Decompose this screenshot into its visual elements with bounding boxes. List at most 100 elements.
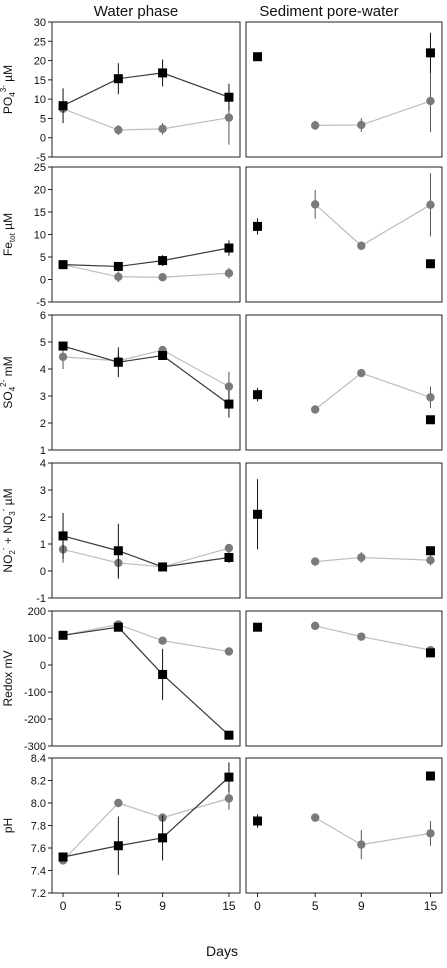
- y-tick-label: 10: [34, 230, 46, 242]
- y-label-superscript: 3-: [0, 85, 8, 92]
- data-point-circle: [224, 794, 234, 803]
- panel-water-phase: [48, 314, 241, 451]
- y-tick-label: 10: [34, 94, 46, 106]
- y-tick-label: 7.8: [31, 821, 46, 833]
- data-point-circle: [357, 241, 366, 250]
- data-point-circle: [310, 621, 320, 631]
- y-tick-label: 8.4: [31, 753, 46, 765]
- data-point-circle: [158, 636, 167, 645]
- panel-frame: [245, 462, 443, 599]
- x-axis-label: Days: [206, 943, 238, 959]
- data-point-square: [58, 260, 68, 270]
- series-line-circle: [62, 797, 230, 861]
- y-axis-label: Fetot µM: [1, 213, 17, 256]
- column-title-sediment-pore-water: Sediment pore-water: [259, 3, 398, 20]
- y-label-tail: + NO: [1, 516, 15, 548]
- data-point-circle: [224, 647, 234, 656]
- data-point-circle: [426, 556, 435, 565]
- y-tick-label: 20: [34, 185, 46, 197]
- column-title-water-phase: Water phase: [94, 3, 179, 20]
- y-tick-label: 1: [40, 539, 46, 551]
- y-tick-label: 1: [40, 445, 46, 457]
- series-line-circle: [62, 264, 229, 278]
- data-point-square: [58, 630, 68, 640]
- y-tick-label: -200: [24, 714, 46, 726]
- panel-sediment-pore-water: [245, 314, 443, 451]
- data-point-square: [253, 221, 263, 231]
- y-label-tail: µM: [1, 65, 15, 85]
- y-tick-label: 5: [40, 252, 46, 264]
- y-tick-label: 0: [40, 275, 46, 287]
- data-point-square: [113, 357, 123, 367]
- panel-water-phase: [48, 610, 241, 747]
- y-label-base: Redox mV: [1, 650, 15, 706]
- y-axis-label: SO42- mM: [0, 356, 17, 408]
- data-point-circle: [58, 352, 68, 362]
- y-tick-label: 2: [40, 418, 46, 430]
- series-line-circle: [314, 817, 431, 846]
- y-label-subscript-2: 3: [8, 511, 17, 516]
- data-point-square: [253, 390, 263, 400]
- panel-frame: [51, 314, 241, 451]
- data-point-square: [158, 68, 168, 78]
- y-tick-label: 7.4: [31, 866, 46, 878]
- y-tick-label: 7.6: [31, 843, 46, 855]
- panel-frame: [51, 21, 241, 158]
- series-line-square: [63, 247, 230, 268]
- data-point-circle: [310, 200, 320, 209]
- data-point-square: [425, 771, 435, 781]
- x-tick-label: 5: [312, 899, 319, 913]
- panel-water-phase: [48, 21, 241, 158]
- data-point-circle: [158, 124, 167, 134]
- data-point-circle: [357, 553, 366, 562]
- y-label-tail: µM: [1, 213, 15, 233]
- panel-frame: [51, 166, 241, 303]
- y-label-tail: mM: [1, 356, 15, 379]
- data-point-square: [113, 546, 123, 556]
- y-label-subscript: 4: [8, 386, 17, 391]
- data-point-square: [158, 351, 168, 360]
- y-tick-label: 20: [34, 56, 46, 68]
- data-point-square: [158, 256, 168, 266]
- series-line-circle: [315, 625, 431, 651]
- y-axis-label: pH: [1, 818, 15, 833]
- data-point-circle: [224, 113, 234, 122]
- data-point-square: [158, 562, 168, 572]
- x-tick-label: 15: [222, 899, 236, 913]
- x-tick-label: 15: [424, 899, 438, 913]
- y-label-subscript: tot: [8, 232, 17, 242]
- y-tick-label: 25: [34, 36, 46, 48]
- series-line-circle: [315, 100, 431, 126]
- data-point-circle: [426, 829, 435, 838]
- data-point-circle: [114, 125, 123, 135]
- data-point-square: [425, 48, 435, 58]
- series-line-circle: [315, 556, 431, 563]
- y-tick-label: -5: [36, 297, 46, 309]
- data-point-circle: [224, 269, 234, 278]
- data-point-circle: [357, 368, 366, 378]
- data-point-square: [224, 730, 234, 740]
- y-tick-label: -100: [24, 687, 46, 699]
- data-point-square: [224, 553, 234, 562]
- data-point-square: [58, 101, 68, 111]
- data-point-square: [253, 816, 263, 826]
- series-line-circle: [314, 372, 431, 410]
- y-label-subscript: 2: [8, 550, 17, 555]
- y-label-base: SO: [1, 391, 15, 408]
- panel-frame: [245, 757, 443, 894]
- data-point-circle: [224, 543, 234, 553]
- panel-frame: [51, 757, 241, 894]
- y-label-base: pH: [1, 818, 15, 833]
- series-line-circle: [62, 623, 230, 653]
- y-tick-label: 15: [34, 75, 46, 87]
- y-tick-label: 0: [40, 133, 46, 145]
- panel-water-phase: [48, 166, 241, 303]
- series-line-circle: [314, 203, 431, 247]
- data-point-square: [158, 833, 168, 843]
- data-point-circle: [114, 798, 123, 808]
- data-point-square: [113, 622, 123, 632]
- y-tick-label: 4: [40, 458, 46, 470]
- panel-frame: [245, 314, 443, 451]
- y-tick-label: 0: [40, 566, 46, 578]
